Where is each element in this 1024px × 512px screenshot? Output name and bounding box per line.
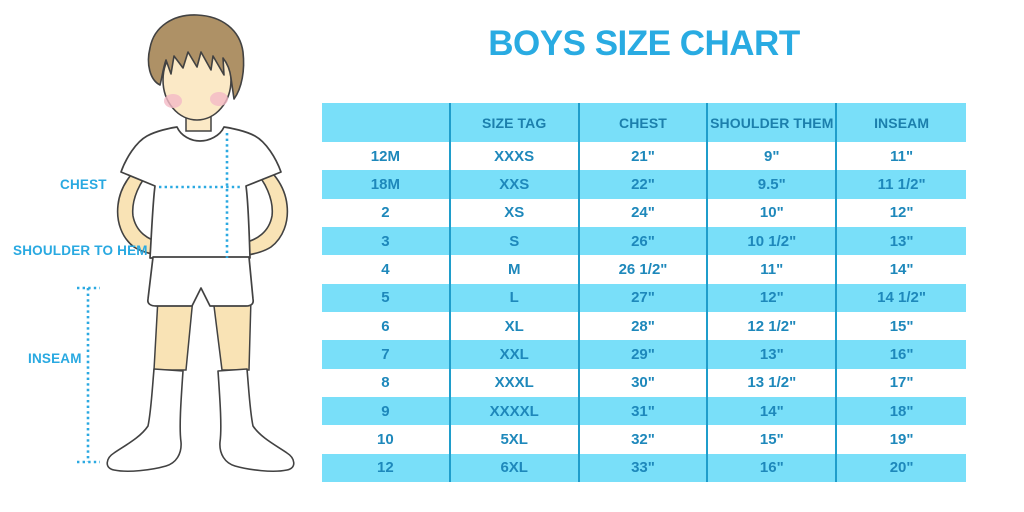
table-cell: 10" bbox=[708, 198, 838, 227]
table-cell: 18M bbox=[322, 170, 451, 199]
page-title: BOYS SIZE CHART bbox=[488, 24, 800, 63]
header-cell: SHOULDER THEM bbox=[708, 103, 838, 142]
table-cell: 22" bbox=[579, 170, 709, 199]
table-cell: 7 bbox=[322, 340, 451, 369]
table-cell: 30" bbox=[579, 368, 709, 397]
table-cell: 16" bbox=[837, 340, 966, 369]
table-cell: 26 1/2" bbox=[579, 255, 709, 284]
table-cell: 14" bbox=[708, 397, 838, 426]
table-cell: L bbox=[450, 283, 580, 312]
table-cell: M bbox=[450, 255, 580, 284]
table-cell: 31" bbox=[579, 397, 709, 426]
table-cell: 3 bbox=[322, 227, 451, 256]
table-cell: 9.5" bbox=[708, 170, 838, 199]
table-cell: S bbox=[450, 227, 580, 256]
table-cell: 16" bbox=[708, 453, 838, 482]
table-cell: 12 1/2" bbox=[708, 312, 838, 341]
table-cell: 5XL bbox=[450, 425, 580, 454]
header-cell: CHEST bbox=[579, 103, 709, 142]
table-cell: 17" bbox=[837, 368, 966, 397]
measurement-label-chest: CHEST bbox=[60, 177, 107, 192]
table-cell: 32" bbox=[579, 425, 709, 454]
table-cell: 27" bbox=[579, 283, 709, 312]
table-cell: 13" bbox=[708, 340, 838, 369]
measurement-label-shoulder-to-hem: SHOULDER TO HEM bbox=[13, 243, 148, 258]
table-cell: 15" bbox=[837, 312, 966, 341]
table-cell: XXXXL bbox=[450, 397, 580, 426]
table-cell: 6XL bbox=[450, 453, 580, 482]
size-table: SIZE TAG CHEST SHOULDER THEM INSEAM 12M XXXS 2… bbox=[322, 103, 966, 482]
table-cell: 20" bbox=[837, 453, 966, 482]
table-cell: 19" bbox=[837, 425, 966, 454]
table-cell: 9" bbox=[708, 142, 838, 171]
table-cell: 18" bbox=[837, 397, 966, 426]
table-cell: 4 bbox=[322, 255, 451, 284]
table-cell: 5 bbox=[322, 283, 451, 312]
table-cell: 11 1/2" bbox=[837, 170, 966, 199]
table-cell: 15" bbox=[708, 425, 838, 454]
table-cell: 26" bbox=[579, 227, 709, 256]
table-cell: 8 bbox=[322, 368, 451, 397]
table-cell: 12 bbox=[322, 453, 451, 482]
table-cell: 21" bbox=[579, 142, 709, 171]
table-cell: 2 bbox=[322, 198, 451, 227]
table-cell: XXL bbox=[450, 340, 580, 369]
table-cell: 24" bbox=[579, 198, 709, 227]
table-cell: XL bbox=[450, 312, 580, 341]
table-cell: 10 bbox=[322, 425, 451, 454]
boy-illustration-icon bbox=[77, 14, 295, 473]
boy-figure: CHEST SHOULDER TO HEM INSEAM bbox=[0, 0, 320, 512]
table-cell: 28" bbox=[579, 312, 709, 341]
table-cell: XXS bbox=[450, 170, 580, 199]
table-cell: 12M bbox=[322, 142, 451, 171]
table-cell: XXXS bbox=[450, 142, 580, 171]
table-cell: 14" bbox=[837, 255, 966, 284]
table-cell: 13 1/2" bbox=[708, 368, 838, 397]
table-cell: 12" bbox=[837, 198, 966, 227]
table-cell: 33" bbox=[579, 453, 709, 482]
table-cell: 11" bbox=[708, 255, 838, 284]
table-cell: 11" bbox=[837, 142, 966, 171]
table-cell: 13" bbox=[837, 227, 966, 256]
header-cell bbox=[322, 103, 451, 142]
table-cell: XXXL bbox=[450, 368, 580, 397]
measurement-lines bbox=[77, 133, 243, 464]
header-cell: INSEAM bbox=[837, 103, 966, 142]
header-cell: SIZE TAG bbox=[450, 103, 580, 142]
table-cell: 14 1/2" bbox=[837, 283, 966, 312]
table-cell: 10 1/2" bbox=[708, 227, 838, 256]
table-cell: 12" bbox=[708, 283, 838, 312]
table-cell: 6 bbox=[322, 312, 451, 341]
table-cell: XS bbox=[450, 198, 580, 227]
measurement-label-inseam: INSEAM bbox=[28, 351, 82, 366]
table-cell: 29" bbox=[579, 340, 709, 369]
table-cell: 9 bbox=[322, 397, 451, 426]
